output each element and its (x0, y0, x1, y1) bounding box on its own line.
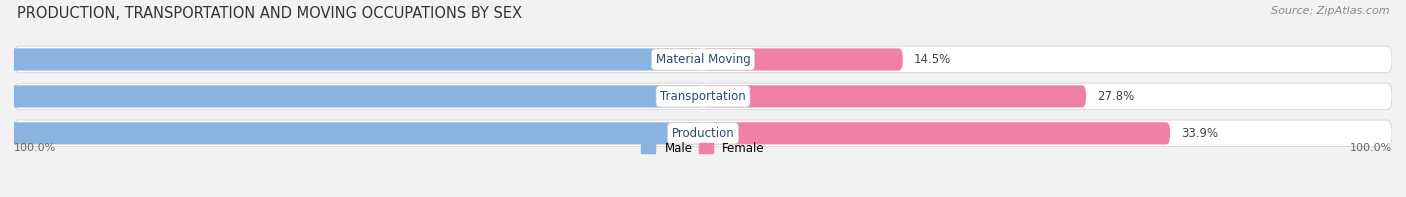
Text: PRODUCTION, TRANSPORTATION AND MOVING OCCUPATIONS BY SEX: PRODUCTION, TRANSPORTATION AND MOVING OC… (17, 6, 522, 21)
FancyBboxPatch shape (14, 120, 1392, 147)
Text: Source: ZipAtlas.com: Source: ZipAtlas.com (1271, 6, 1389, 16)
FancyBboxPatch shape (14, 83, 1392, 110)
FancyBboxPatch shape (0, 48, 703, 71)
Text: 14.5%: 14.5% (914, 53, 950, 66)
Text: 100.0%: 100.0% (1350, 143, 1392, 153)
FancyBboxPatch shape (703, 85, 1085, 108)
Legend: Male, Female: Male, Female (641, 142, 765, 155)
Text: Material Moving: Material Moving (655, 53, 751, 66)
Text: 100.0%: 100.0% (14, 143, 56, 153)
Text: 33.9%: 33.9% (1181, 127, 1218, 140)
Text: Transportation: Transportation (661, 90, 745, 103)
FancyBboxPatch shape (703, 48, 903, 71)
FancyBboxPatch shape (14, 46, 1392, 73)
FancyBboxPatch shape (703, 122, 1170, 144)
FancyBboxPatch shape (0, 122, 703, 144)
Text: Production: Production (672, 127, 734, 140)
Text: 27.8%: 27.8% (1097, 90, 1135, 103)
FancyBboxPatch shape (0, 85, 703, 108)
